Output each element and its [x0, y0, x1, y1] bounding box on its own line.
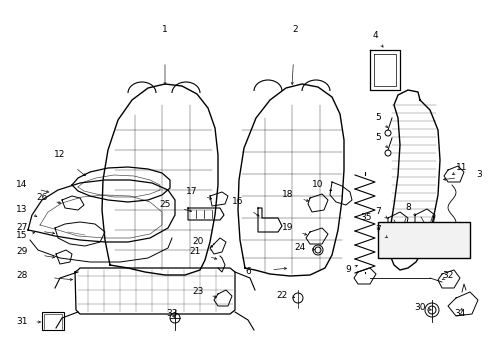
Text: 35: 35 [360, 213, 371, 222]
Text: 21: 21 [189, 248, 200, 256]
Text: 15: 15 [16, 230, 28, 239]
Text: 28: 28 [16, 270, 28, 279]
Text: 6: 6 [244, 267, 250, 276]
Text: 16: 16 [232, 198, 243, 207]
Text: 30: 30 [413, 303, 425, 312]
Text: 5: 5 [374, 134, 380, 143]
Text: 5: 5 [374, 113, 380, 122]
Text: 26: 26 [36, 193, 48, 202]
Text: 31: 31 [16, 318, 28, 327]
Text: 11: 11 [455, 163, 467, 172]
Text: 25: 25 [159, 201, 170, 210]
Text: 24: 24 [294, 243, 305, 252]
Text: 3: 3 [475, 171, 481, 180]
Text: 22: 22 [276, 291, 287, 300]
Text: 19: 19 [282, 224, 293, 233]
Text: 29: 29 [16, 248, 28, 256]
Text: 4: 4 [371, 31, 377, 40]
Bar [377, 222, 469, 258]
Text: 23: 23 [192, 288, 203, 297]
Text: 32: 32 [442, 271, 453, 280]
Text: 10: 10 [312, 180, 323, 189]
Text: 2: 2 [292, 26, 297, 35]
Text: 14: 14 [16, 180, 28, 189]
Text: 8: 8 [404, 203, 410, 212]
Text: 12: 12 [54, 150, 65, 159]
Text: 17: 17 [186, 188, 197, 197]
Text: 34: 34 [453, 310, 465, 319]
Bar [42, 312, 64, 330]
Text: 7: 7 [374, 225, 380, 234]
Text: 1: 1 [162, 26, 167, 35]
Text: 13: 13 [16, 206, 28, 215]
Text: 27: 27 [16, 224, 28, 233]
Text: 9: 9 [345, 265, 350, 274]
Text: 20: 20 [192, 238, 203, 247]
Text: 33: 33 [166, 310, 177, 319]
Text: 18: 18 [282, 190, 293, 199]
Text: 7: 7 [374, 207, 380, 216]
